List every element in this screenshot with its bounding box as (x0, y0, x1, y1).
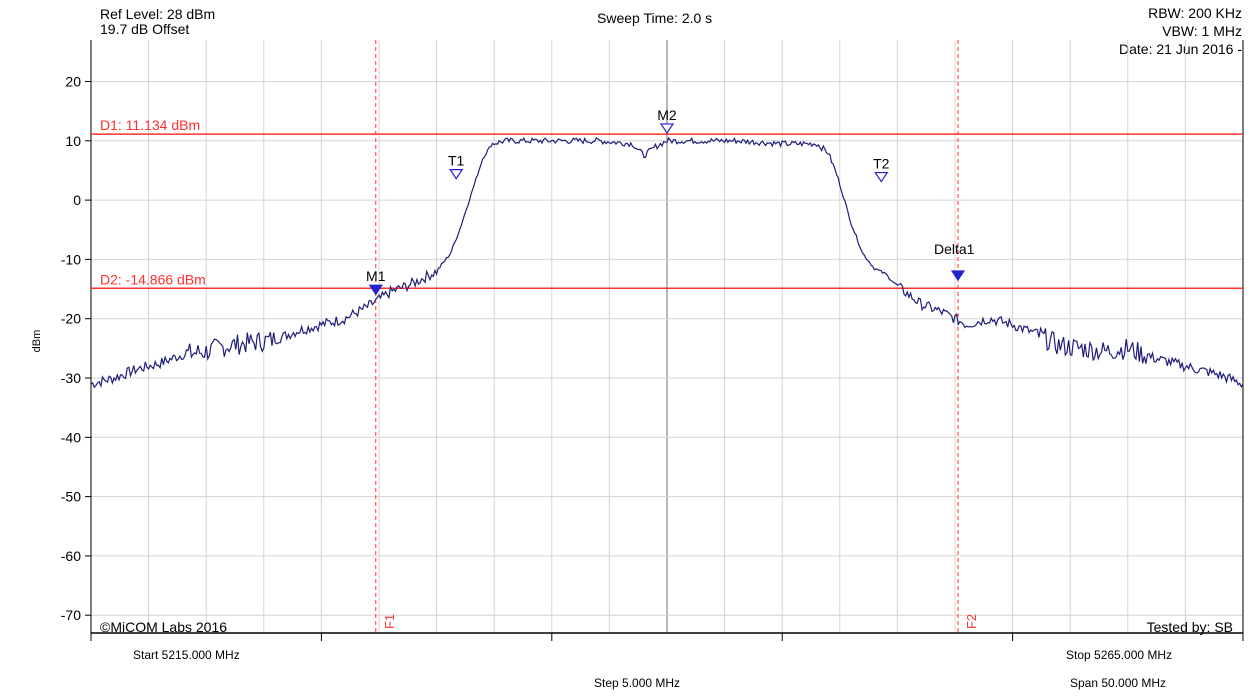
marker-label: T1 (448, 153, 465, 169)
tested-by-annotation: Tested by: SB (1147, 619, 1233, 635)
marker-triangle (449, 169, 464, 180)
reference-lines: D1: 11.134 dBm D2: -14.866 dBm F1 F2 (91, 40, 1243, 633)
marker-label: T2 (873, 156, 890, 172)
sweep-time-label: Sweep Time: 2.0 s (597, 10, 713, 26)
chart-markers: M1 T1 M2 T2 Delta1 (366, 107, 975, 296)
y-tick-label: -60 (61, 548, 81, 564)
marker-triangle (368, 284, 383, 296)
marker-label: M1 (366, 268, 386, 284)
offset-label: 19.7 dB Offset (100, 21, 190, 37)
spectrum-trace (90, 136, 1244, 389)
frequency-line-label: F1 (382, 614, 397, 629)
y-tick-label: -50 (61, 489, 81, 505)
y-tick-label: -20 (61, 311, 81, 327)
marker-label: Delta1 (934, 241, 975, 257)
frequency-line-label: F2 (964, 614, 979, 629)
marker-label: M2 (657, 107, 677, 123)
step-label: Step 5.000 MHz (594, 676, 681, 690)
ref-level-label: Ref Level: 28 dBm (100, 6, 216, 22)
vbw-label: VBW: 1 MHz (1162, 23, 1242, 39)
y-tick-label: -40 (61, 429, 81, 445)
span-label: Span 50.000 MHz (1070, 676, 1167, 690)
y-tick-label: 20 (65, 74, 81, 90)
y-tick-label: -30 (61, 370, 81, 386)
date-label: Date: 21 Jun 2016 - (1119, 41, 1242, 57)
reference-line-label: D2: -14.866 dBm (100, 271, 206, 287)
y-tick-label: 0 (73, 192, 81, 208)
y-tick-label: 10 (65, 133, 81, 149)
stop-frequency-label: Stop 5265.000 MHz (1066, 648, 1173, 662)
rbw-label: RBW: 200 KHz (1148, 5, 1242, 21)
start-frequency-label: Start 5215.000 MHz (133, 648, 240, 662)
y-tick-label: -10 (61, 251, 81, 267)
copyright-annotation: ©MiCOM Labs 2016 (100, 619, 227, 635)
reference-line-label: D1: 11.134 dBm (100, 117, 200, 133)
marker-triangle (950, 270, 966, 282)
chart-axes: 20 10 0 -10 -20 -30 -40 -50 -60 -70 (61, 40, 1244, 641)
y-axis-label: dBm (31, 330, 43, 353)
marker-triangle (874, 171, 889, 183)
y-tick-label: -70 (61, 607, 81, 623)
marker-triangle (659, 123, 675, 135)
